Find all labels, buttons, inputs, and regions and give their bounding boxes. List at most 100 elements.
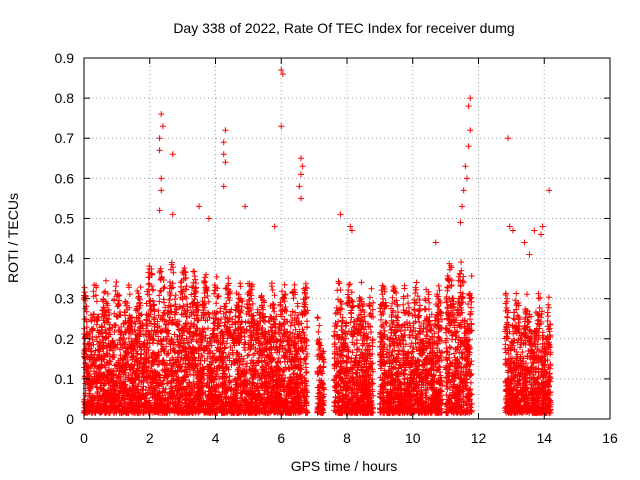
data-point xyxy=(132,307,139,314)
data-point xyxy=(103,329,110,336)
data-point xyxy=(134,350,141,357)
data-point xyxy=(122,369,129,376)
data-point xyxy=(94,363,101,370)
data-point xyxy=(109,386,116,393)
data-point xyxy=(95,352,102,359)
data-point xyxy=(121,387,128,394)
data-point xyxy=(85,346,92,353)
data-point xyxy=(316,322,323,329)
data-point xyxy=(128,344,135,351)
data-point xyxy=(134,287,141,294)
data-point xyxy=(269,286,276,293)
data-point xyxy=(168,309,175,316)
data-point xyxy=(115,297,122,304)
data-point xyxy=(139,401,146,408)
data-point xyxy=(241,333,248,340)
data-point xyxy=(139,364,146,371)
data-point xyxy=(163,343,170,350)
data-point xyxy=(109,347,116,354)
data-point xyxy=(101,312,108,319)
data-point xyxy=(96,353,103,360)
data-point xyxy=(133,368,140,375)
data-point xyxy=(303,318,310,325)
data-point xyxy=(104,408,111,415)
data-point xyxy=(120,331,127,338)
data-point xyxy=(128,401,135,408)
data-point xyxy=(127,330,134,337)
data-point xyxy=(107,344,114,351)
data-point xyxy=(115,359,122,366)
data-point xyxy=(144,368,151,375)
data-point xyxy=(92,292,99,299)
data-point xyxy=(115,327,122,334)
data-point xyxy=(123,361,130,368)
data-point xyxy=(90,368,97,375)
data-point xyxy=(116,337,123,344)
data-point xyxy=(87,365,94,372)
data-point xyxy=(100,296,107,303)
data-point xyxy=(99,307,106,314)
data-point xyxy=(366,294,373,301)
data-point xyxy=(125,284,132,291)
data-point xyxy=(157,287,164,294)
data-point xyxy=(137,386,144,393)
data-point xyxy=(140,383,147,390)
data-point xyxy=(181,265,188,272)
data-point xyxy=(124,392,131,399)
data-point xyxy=(202,278,209,285)
data-point xyxy=(127,377,134,384)
data-point xyxy=(113,395,120,402)
data-point xyxy=(125,335,132,342)
data-point xyxy=(172,292,179,299)
grid xyxy=(84,58,610,419)
data-point xyxy=(114,382,121,389)
data-point xyxy=(117,373,124,380)
data-point xyxy=(144,291,151,298)
data-point xyxy=(112,322,119,329)
data-point xyxy=(136,296,143,303)
data-point xyxy=(245,351,252,358)
data-point xyxy=(112,287,119,294)
data-point xyxy=(94,390,101,397)
data-point xyxy=(119,363,126,370)
data-point xyxy=(130,379,137,386)
data-point xyxy=(81,407,88,414)
data-point xyxy=(81,289,88,296)
data-point xyxy=(93,298,100,305)
data-point xyxy=(109,337,116,344)
data-point xyxy=(122,354,129,361)
data-point xyxy=(102,380,109,387)
data-point xyxy=(111,310,118,317)
data-point xyxy=(83,308,90,315)
data-point xyxy=(134,403,141,410)
data-point xyxy=(138,311,145,318)
data-point xyxy=(160,285,167,292)
data-point xyxy=(105,333,112,340)
data-point xyxy=(134,362,141,369)
data-point xyxy=(133,336,140,343)
data-point xyxy=(315,328,322,335)
data-point xyxy=(97,407,104,414)
data-point xyxy=(94,371,101,378)
data-point xyxy=(82,335,89,342)
data-point xyxy=(290,295,297,302)
data-point xyxy=(135,374,142,381)
data-point xyxy=(120,341,127,348)
data-point xyxy=(84,354,91,361)
data-point xyxy=(99,339,106,346)
data-point xyxy=(144,288,151,295)
data-point xyxy=(105,309,112,316)
data-point xyxy=(166,296,173,303)
data-point xyxy=(95,340,102,347)
data-point xyxy=(186,313,193,320)
data-point xyxy=(345,294,352,301)
data-point xyxy=(82,348,89,355)
data-point xyxy=(95,346,102,353)
data-point xyxy=(101,381,108,388)
data-point xyxy=(103,277,110,284)
data-point xyxy=(138,346,145,353)
data-point xyxy=(156,352,163,359)
data-point xyxy=(95,400,102,407)
data-point xyxy=(104,372,111,379)
data-point xyxy=(203,271,210,278)
